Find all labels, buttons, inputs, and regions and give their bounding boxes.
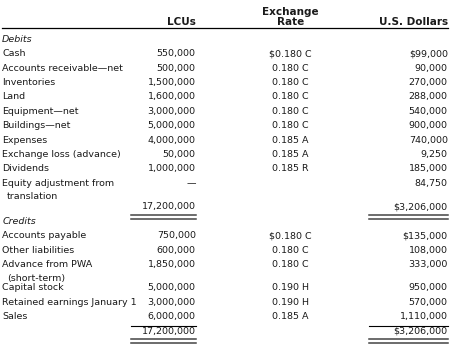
Text: Retained earnings January 1: Retained earnings January 1	[2, 298, 137, 307]
Text: 900,000: 900,000	[409, 121, 448, 130]
Text: 0.180 C: 0.180 C	[272, 260, 309, 269]
Text: 270,000: 270,000	[409, 78, 448, 87]
Text: 1,500,000: 1,500,000	[148, 78, 196, 87]
Text: 750,000: 750,000	[157, 231, 196, 240]
Text: 5,000,000: 5,000,000	[148, 121, 196, 130]
Text: 6,000,000: 6,000,000	[148, 312, 196, 321]
Text: Sales: Sales	[2, 312, 27, 321]
Text: Exchange: Exchange	[262, 7, 319, 17]
Text: 0.180 C: 0.180 C	[272, 121, 309, 130]
Text: 0.185 R: 0.185 R	[272, 164, 309, 173]
Text: LCUs: LCUs	[167, 17, 196, 26]
Text: 1,850,000: 1,850,000	[148, 260, 196, 269]
Text: 0.180 C: 0.180 C	[272, 64, 309, 73]
Text: 0.190 H: 0.190 H	[272, 283, 309, 293]
Text: Advance from PWA: Advance from PWA	[2, 260, 93, 269]
Text: 108,000: 108,000	[409, 245, 448, 254]
Text: Other liabilities: Other liabilities	[2, 245, 75, 254]
Text: Dividends: Dividends	[2, 164, 49, 173]
Text: Equity adjustment from: Equity adjustment from	[2, 179, 114, 188]
Text: 600,000: 600,000	[157, 245, 196, 254]
Text: 3,000,000: 3,000,000	[148, 298, 196, 307]
Text: Expenses: Expenses	[2, 135, 48, 144]
Text: Accounts receivable—net: Accounts receivable—net	[2, 64, 123, 73]
Text: 185,000: 185,000	[409, 164, 448, 173]
Text: $99,000: $99,000	[409, 49, 448, 58]
Text: $0.180 C: $0.180 C	[269, 231, 311, 240]
Text: 500,000: 500,000	[157, 64, 196, 73]
Text: Debits: Debits	[2, 35, 33, 44]
Text: Exchange loss (advance): Exchange loss (advance)	[2, 150, 121, 159]
Text: 0.185 A: 0.185 A	[272, 150, 309, 159]
Text: (short-term): (short-term)	[7, 273, 65, 282]
Text: Credits: Credits	[2, 217, 36, 226]
Text: $3,206,000: $3,206,000	[394, 327, 448, 336]
Text: Rate: Rate	[277, 17, 304, 26]
Text: 1,600,000: 1,600,000	[148, 92, 196, 101]
Text: 0.180 C: 0.180 C	[272, 245, 309, 254]
Text: Capital stock: Capital stock	[2, 283, 64, 293]
Text: 540,000: 540,000	[409, 107, 448, 116]
Text: 17,200,000: 17,200,000	[142, 202, 196, 211]
Text: Accounts payable: Accounts payable	[2, 231, 86, 240]
Text: $0.180 C: $0.180 C	[269, 49, 311, 58]
Text: 0.185 A: 0.185 A	[272, 135, 309, 144]
Text: 9,250: 9,250	[421, 150, 448, 159]
Text: 0.180 C: 0.180 C	[272, 92, 309, 101]
Text: 84,750: 84,750	[415, 179, 448, 188]
Text: 1,110,000: 1,110,000	[400, 312, 448, 321]
Text: 333,000: 333,000	[409, 260, 448, 269]
Text: Equipment—net: Equipment—net	[2, 107, 79, 116]
Text: 90,000: 90,000	[415, 64, 448, 73]
Text: $135,000: $135,000	[403, 231, 448, 240]
Text: 0.190 H: 0.190 H	[272, 298, 309, 307]
Text: 17,200,000: 17,200,000	[142, 327, 196, 336]
Text: 3,000,000: 3,000,000	[148, 107, 196, 116]
Text: Inventories: Inventories	[2, 78, 55, 87]
Text: Cash: Cash	[2, 49, 26, 58]
Text: 740,000: 740,000	[409, 135, 448, 144]
Text: 0.180 C: 0.180 C	[272, 78, 309, 87]
Text: 288,000: 288,000	[409, 92, 448, 101]
Text: 1,000,000: 1,000,000	[148, 164, 196, 173]
Text: —: —	[186, 179, 196, 188]
Text: 950,000: 950,000	[409, 283, 448, 293]
Text: $3,206,000: $3,206,000	[394, 202, 448, 211]
Text: 0.185 A: 0.185 A	[272, 312, 309, 321]
Text: translation: translation	[7, 192, 58, 201]
Text: 5,000,000: 5,000,000	[148, 283, 196, 293]
Text: 570,000: 570,000	[409, 298, 448, 307]
Text: Buildings—net: Buildings—net	[2, 121, 71, 130]
Text: U.S. Dollars: U.S. Dollars	[378, 17, 448, 26]
Text: 50,000: 50,000	[163, 150, 196, 159]
Text: 0.180 C: 0.180 C	[272, 107, 309, 116]
Text: Land: Land	[2, 92, 25, 101]
Text: 4,000,000: 4,000,000	[148, 135, 196, 144]
Text: 550,000: 550,000	[157, 49, 196, 58]
